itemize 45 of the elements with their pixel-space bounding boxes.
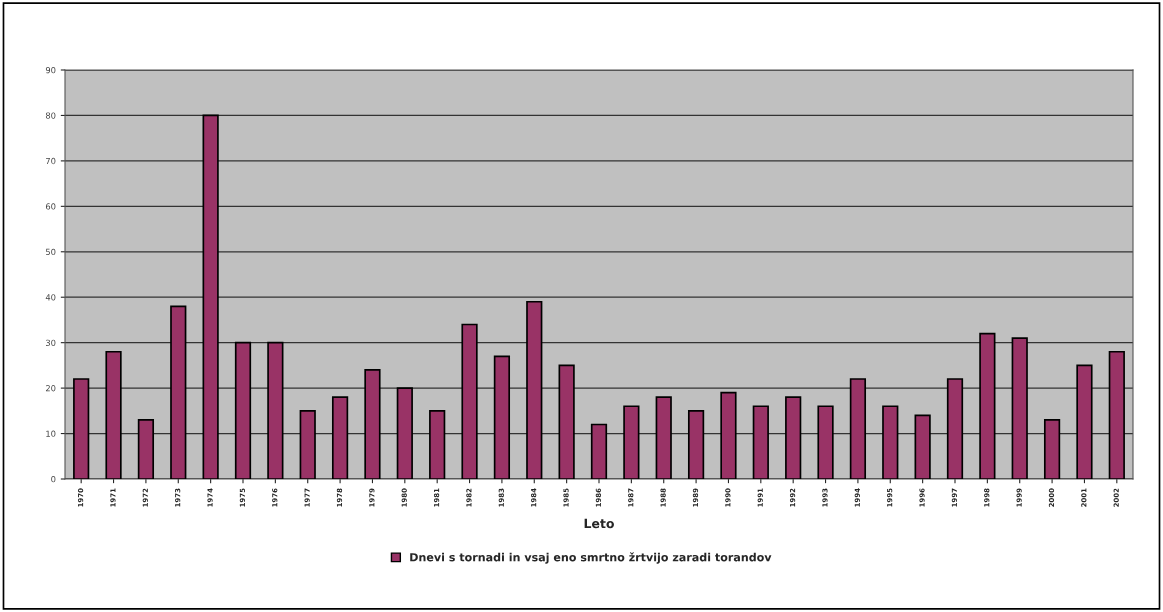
y-tick-label: 50	[46, 248, 56, 256]
y-tick-label: 40	[45, 294, 56, 301]
bar	[752, 405, 769, 479]
bar	[170, 305, 187, 479]
bar	[234, 341, 252, 479]
y-tick-label: 80	[45, 112, 56, 119]
bar	[1043, 419, 1061, 479]
bar	[461, 323, 478, 479]
bar	[687, 409, 705, 479]
bar	[1076, 364, 1093, 479]
bar	[137, 419, 155, 479]
bar	[558, 364, 575, 479]
bar	[267, 341, 284, 479]
bar	[299, 409, 316, 479]
bar	[105, 350, 122, 479]
y-tick-label: 60	[45, 203, 56, 210]
x-axis-title: Leto	[584, 518, 614, 529]
bar	[882, 405, 899, 479]
bar	[202, 114, 219, 479]
bar	[493, 355, 511, 479]
bar	[946, 378, 964, 479]
bar	[817, 405, 834, 479]
bar	[1011, 337, 1028, 479]
bar	[720, 391, 737, 479]
bar	[590, 423, 608, 479]
bar	[396, 387, 413, 479]
y-tick-label: 10	[46, 430, 56, 437]
y-tick-label: 70	[46, 157, 56, 165]
bar	[526, 300, 543, 479]
bar	[1108, 350, 1125, 479]
bar	[655, 396, 672, 479]
bar	[849, 378, 867, 479]
bar	[364, 369, 381, 479]
y-tick-label: 20	[45, 385, 56, 392]
bar	[73, 378, 90, 479]
bar	[623, 405, 640, 479]
bar	[785, 396, 802, 479]
y-tick-label: 30	[46, 339, 56, 346]
y-tick-label: 90	[45, 66, 56, 74]
legend-label: Dnevi s tornadi in vsaj eno smrtno žrtvijo zaradi torandov	[410, 552, 772, 564]
bar	[979, 332, 996, 479]
bar	[331, 396, 349, 479]
y-tick-label: 0	[51, 475, 56, 483]
bar	[914, 414, 931, 479]
bar	[429, 409, 446, 479]
